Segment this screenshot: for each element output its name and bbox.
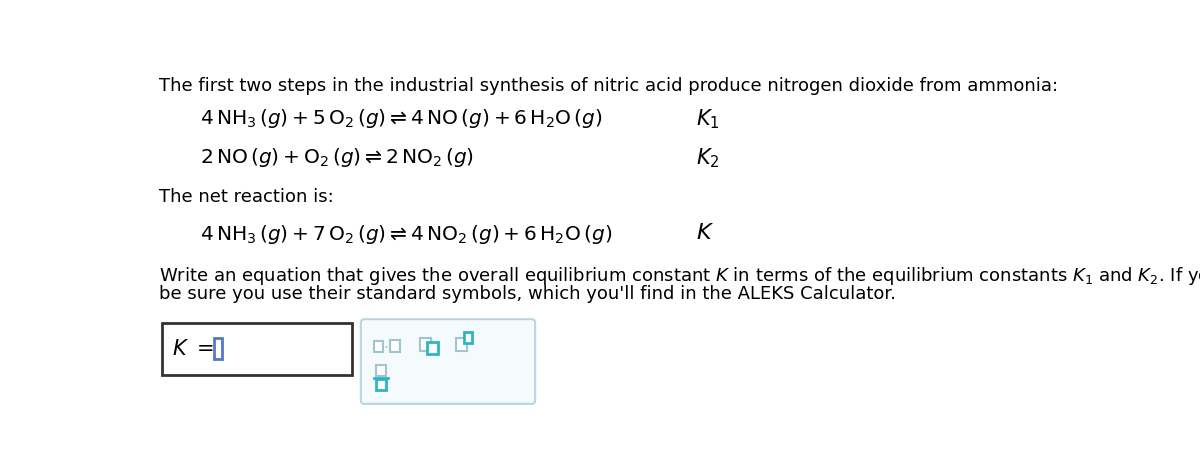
Text: $K_1$: $K_1$ [696, 107, 720, 131]
Text: $\cdot$: $\cdot$ [383, 339, 389, 353]
Text: $4\,\mathrm{NH_3}\,(g) + 7\,\mathrm{O_2}\,(g) \rightleftharpoons 4\,\mathrm{NO_2: $4\,\mathrm{NH_3}\,(g) + 7\,\mathrm{O_2}… [200, 223, 613, 246]
FancyBboxPatch shape [376, 365, 386, 376]
FancyBboxPatch shape [390, 340, 401, 353]
Text: $K\ =$: $K\ =$ [173, 339, 215, 359]
Text: $K$: $K$ [696, 223, 714, 243]
Text: $K_2$: $K_2$ [696, 146, 720, 169]
Text: Write an equation that gives the overall equilibrium constant $K$ in terms of th: Write an equation that gives the overall… [160, 264, 1200, 286]
FancyBboxPatch shape [464, 332, 473, 343]
Text: The first two steps in the industrial synthesis of nitric acid produce nitrogen : The first two steps in the industrial sy… [160, 77, 1058, 95]
FancyBboxPatch shape [456, 338, 467, 351]
FancyBboxPatch shape [215, 338, 222, 359]
Text: The net reaction is:: The net reaction is: [160, 188, 334, 206]
Text: $2\,\mathrm{NO}\,(g) + \mathrm{O_2}\,(g) \rightleftharpoons 2\,\mathrm{NO_2}\,(g: $2\,\mathrm{NO}\,(g) + \mathrm{O_2}\,(g)… [200, 146, 474, 169]
FancyBboxPatch shape [376, 379, 386, 390]
Text: $4\,\mathrm{NH_3}\,(g) + 5\,\mathrm{O_2}\,(g) \rightleftharpoons 4\,\mathrm{NO}\: $4\,\mathrm{NH_3}\,(g) + 5\,\mathrm{O_2}… [200, 107, 604, 130]
FancyBboxPatch shape [374, 341, 383, 352]
FancyBboxPatch shape [420, 338, 431, 351]
FancyBboxPatch shape [162, 323, 352, 375]
Text: be sure you use their standard symbols, which you'll find in the ALEKS Calculato: be sure you use their standard symbols, … [160, 285, 896, 302]
FancyBboxPatch shape [361, 319, 535, 404]
FancyBboxPatch shape [427, 341, 438, 354]
